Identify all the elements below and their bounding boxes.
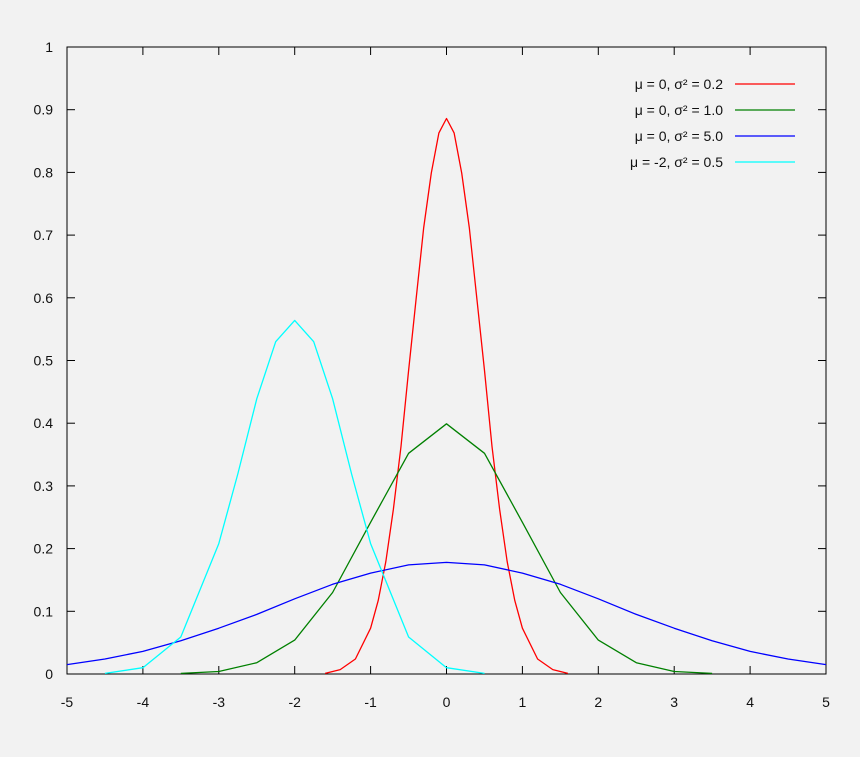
x-tick-label: 4	[746, 694, 754, 710]
axis-tick-labels: -5 -4 -3 -2 -1 0 1 2 3 4 5 0 0.1 0.2 0.3 0.4 0.5 0.6 0.7 0.…	[34, 39, 831, 710]
x-tick-label: -2	[288, 694, 301, 710]
y-tick-label: 0.9	[34, 102, 54, 118]
y-tick-label: 0.1	[34, 603, 54, 619]
x-tick-label: 5	[822, 694, 830, 710]
x-tick-label: 2	[594, 694, 602, 710]
y-tick-label: 0.6	[34, 290, 54, 306]
y-tick-label: 0	[45, 666, 53, 682]
legend: μ = 0, σ² = 0.2 μ = 0, σ² = 1.0 μ = 0, σ² …	[630, 76, 795, 170]
axis-ticks	[66, 46, 827, 675]
series-line-0	[324, 117, 569, 675]
y-tick-label: 0.4	[34, 415, 54, 431]
y-tick-label: 0.8	[34, 164, 54, 180]
y-tick-label: 0.2	[34, 541, 54, 557]
x-tick-label: -1	[364, 694, 377, 710]
y-tick-label: 1	[45, 39, 53, 55]
x-tick-label: -5	[61, 694, 74, 710]
legend-label-2: μ = 0, σ² = 5.0	[635, 128, 724, 144]
legend-label-0: μ = 0, σ² = 0.2	[635, 76, 724, 92]
series-lines	[66, 117, 827, 675]
legend-label-1: μ = 0, σ² = 1.0	[635, 102, 724, 118]
series-line-1	[180, 423, 713, 675]
x-tick-label: -4	[137, 694, 150, 710]
x-tick-label: 1	[519, 694, 527, 710]
x-tick-label: 0	[443, 694, 451, 710]
y-tick-label: 0.7	[34, 227, 54, 243]
series-line-3	[104, 319, 485, 675]
series-line-2	[66, 561, 827, 666]
legend-label-3: μ = -2, σ² = 0.5	[630, 154, 723, 170]
y-tick-label: 0.5	[34, 353, 54, 369]
x-tick-label: 3	[670, 694, 678, 710]
y-tick-label: 0.3	[34, 478, 54, 494]
x-tick-label: -3	[213, 694, 226, 710]
